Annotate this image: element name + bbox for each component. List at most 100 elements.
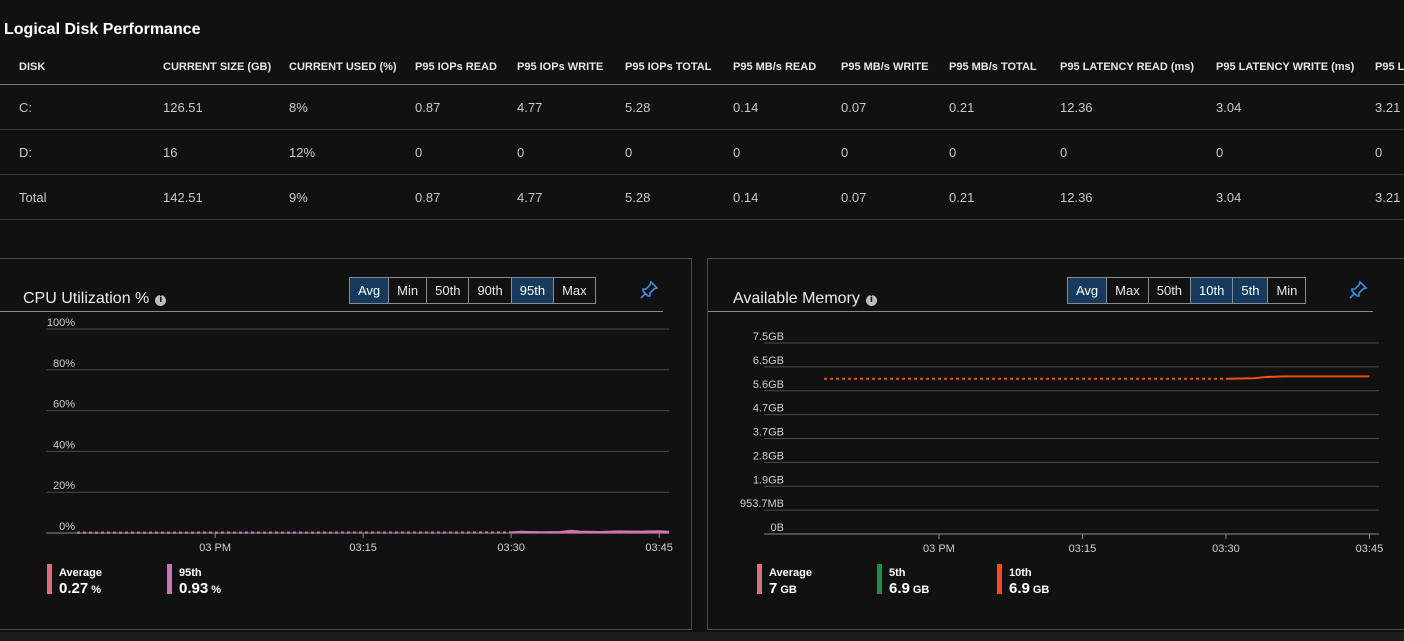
aggregation-button[interactable]: Avg	[350, 278, 390, 303]
column-header: CURRENT SIZE (GB)	[163, 50, 289, 85]
table-cell: 3.04	[1216, 84, 1375, 130]
table-cell: 0	[415, 129, 517, 175]
legend-value: 7 GB	[769, 580, 797, 597]
x-tick-label: 03 PM	[199, 542, 231, 554]
table-cell: 9%	[289, 174, 415, 220]
table-cell: 0.14	[733, 84, 841, 130]
aggregation-button[interactable]: 5th	[1233, 278, 1269, 303]
legend-label: 5th	[889, 567, 906, 579]
aggregation-button[interactable]: Max	[1107, 278, 1149, 303]
legend-value-unit: GB	[1032, 584, 1050, 596]
x-tick-label: 03 PM	[923, 543, 955, 555]
available-memory-panel: Available Memory i Avg Max 50th 10th 5th Min 7…	[707, 258, 1404, 630]
memory-panel-title: Available Memory i	[733, 290, 877, 308]
cpu-aggregation-selector: Avg Min 50th 90th 95th Max	[349, 277, 596, 304]
memory-chart: 7.5GB 6.5GB 5.6GB 4.7GB 3.7GB 2.8GB 1.9GB 953.7…	[740, 331, 1383, 555]
x-tick-label: 03:45	[645, 542, 673, 554]
legend-swatch	[877, 564, 882, 594]
table-cell: 4.77	[517, 84, 625, 130]
aggregation-button[interactable]: 95th	[511, 278, 555, 303]
legend-value-unit: %	[91, 584, 101, 596]
legend-value: 0.93%	[179, 580, 221, 597]
pin-icon[interactable]	[638, 279, 660, 301]
table-cell: C:	[0, 84, 163, 130]
table-cell: 16	[163, 129, 289, 175]
title-divider	[0, 311, 663, 312]
legend-swatch	[997, 564, 1002, 594]
info-icon[interactable]: i	[865, 295, 877, 306]
table-cell: 8%	[289, 84, 415, 130]
table-cell: 0.21	[949, 174, 1060, 220]
table-cell: 0.14	[733, 174, 841, 220]
y-tick-label: 0B	[771, 522, 784, 534]
legend-swatch	[167, 564, 172, 594]
page-title: Logical Disk Performance	[4, 21, 201, 38]
table-cell: 0.87	[415, 84, 517, 130]
table-row: Total 142.51 9% 0.87 4.77 5.28 0.14 0.07 0.21 12.…	[0, 174, 1404, 220]
legend-swatch	[757, 564, 762, 594]
aggregation-button[interactable]: Min	[1268, 278, 1306, 303]
y-tick-label: 7.5GB	[753, 331, 784, 343]
aggregation-button[interactable]: 50th	[427, 278, 470, 303]
series-line-95th	[511, 529, 670, 534]
legend-value-unit: GB	[912, 584, 930, 596]
legend-value: 6.9 GB	[889, 580, 929, 597]
table-cell: 12.36	[1060, 174, 1216, 220]
y-tick-label: 0%	[59, 521, 75, 533]
table-cell: 0	[733, 129, 841, 175]
column-header: P95 MB/s READ	[733, 50, 841, 85]
info-icon[interactable]: i	[155, 295, 167, 306]
y-tick-label: 4.7GB	[753, 403, 784, 415]
table-cell: 0	[1375, 129, 1404, 175]
aggregation-button[interactable]: Min	[389, 278, 428, 303]
legend-value: 6.9 GB	[1009, 580, 1049, 597]
aggregation-button[interactable]: Max	[554, 278, 595, 303]
legend-swatch	[47, 564, 52, 594]
y-tick-label: 20%	[53, 480, 75, 492]
table-row: C: 126.51 8% 0.87 4.77 5.28 0.14 0.07 0.21 12.36 3…	[0, 84, 1404, 130]
table-cell: 12.36	[1060, 84, 1216, 130]
column-header: P95 MB/s WRITE	[841, 50, 949, 85]
column-header: CURRENT USED (%)	[289, 50, 415, 85]
y-tick-label: 6.5GB	[753, 355, 784, 367]
y-tick-label: 60%	[53, 399, 75, 411]
legend-label: 10th	[1009, 567, 1032, 579]
table-cell: 0	[1060, 129, 1216, 175]
x-tick-label: 03:15	[1069, 543, 1097, 555]
column-header: P95 LATENCY WRITE (ms)	[1216, 50, 1375, 85]
table-header-row: DISK CURRENT SIZE (GB) CURRENT USED (%) P95…	[0, 50, 1404, 85]
table-cell: 4.77	[517, 174, 625, 220]
table-cell: 0.87	[415, 174, 517, 220]
aggregation-button[interactable]: 50th	[1148, 278, 1192, 303]
pin-icon[interactable]	[1347, 279, 1369, 301]
table-cell: 0	[841, 129, 949, 175]
legend-value-unit: %	[211, 584, 221, 596]
table-cell: Total	[0, 174, 163, 220]
table-row: D: 16 12% 0 0 0 0 0 0 0 0 0	[0, 129, 1404, 175]
table-cell: 5.28	[625, 174, 733, 220]
y-tick-label: 100%	[47, 317, 75, 329]
aggregation-button[interactable]: 90th	[469, 278, 512, 303]
column-header: P95 IOPs TOTAL	[625, 50, 733, 85]
x-tick-label: 03:15	[349, 542, 377, 554]
legend-value-unit: GB	[780, 584, 797, 596]
series-line-10th	[1225, 375, 1370, 380]
aggregation-button[interactable]: 10th	[1191, 278, 1234, 303]
table-cell: 0.21	[949, 84, 1060, 130]
legend-value-number: 6.9	[889, 580, 910, 597]
bottom-strip	[0, 632, 1404, 641]
legend-value-number: 7	[769, 580, 778, 597]
y-tick-label: 5.6GB	[753, 379, 784, 391]
legend-value-number: 6.9	[1009, 580, 1030, 597]
aggregation-button[interactable]: Avg	[1068, 278, 1108, 303]
table-cell: 12%	[289, 129, 415, 175]
column-header: P95 IOPs READ	[415, 50, 517, 85]
column-header: P95 LATENCY TOTAL (ms)	[1375, 50, 1404, 85]
memory-aggregation-selector: Avg Max 50th 10th 5th Min	[1067, 277, 1307, 304]
cpu-panel-title: CPU Utilization % i	[23, 290, 167, 308]
column-header: P95 IOPs WRITE	[517, 50, 625, 85]
table-cell: 142.51	[163, 174, 289, 220]
memory-panel-title-text: Available Memory	[733, 290, 860, 307]
x-tick-label: 03:30	[1212, 543, 1240, 555]
y-tick-label: 3.7GB	[753, 427, 784, 439]
